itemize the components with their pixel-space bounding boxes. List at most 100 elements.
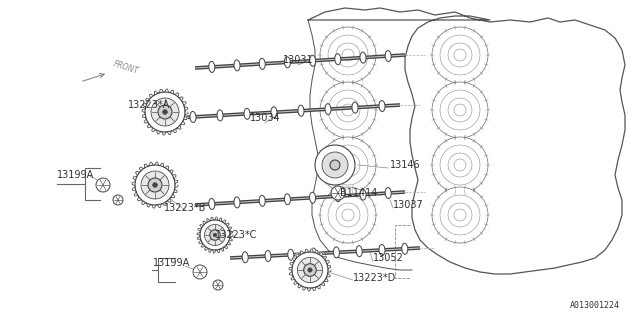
Circle shape (96, 178, 110, 192)
Ellipse shape (360, 52, 366, 63)
Circle shape (328, 195, 368, 235)
Circle shape (163, 110, 168, 115)
Circle shape (152, 183, 157, 188)
Ellipse shape (234, 197, 240, 208)
Circle shape (432, 27, 488, 83)
Text: 13034: 13034 (250, 113, 280, 123)
Circle shape (320, 82, 376, 138)
Circle shape (328, 35, 368, 75)
Text: 13037: 13037 (393, 200, 424, 210)
Ellipse shape (352, 102, 358, 113)
Circle shape (292, 252, 328, 288)
Circle shape (432, 187, 488, 243)
Ellipse shape (385, 51, 391, 61)
Circle shape (328, 90, 368, 130)
Ellipse shape (360, 189, 366, 200)
Circle shape (200, 220, 230, 250)
Text: B11414: B11414 (340, 188, 378, 198)
Ellipse shape (259, 195, 265, 206)
Circle shape (205, 225, 225, 245)
Circle shape (440, 145, 480, 185)
Circle shape (320, 137, 376, 193)
Ellipse shape (234, 60, 240, 71)
Circle shape (135, 165, 175, 205)
Text: A013001224: A013001224 (570, 301, 620, 310)
Circle shape (336, 43, 360, 67)
Circle shape (320, 187, 376, 243)
Ellipse shape (333, 247, 339, 258)
Polygon shape (132, 162, 178, 208)
Polygon shape (289, 249, 331, 291)
Circle shape (336, 203, 360, 227)
Circle shape (454, 159, 466, 171)
Text: 13223*C: 13223*C (215, 230, 257, 240)
Ellipse shape (244, 108, 250, 119)
Ellipse shape (310, 55, 316, 66)
Ellipse shape (379, 100, 385, 112)
Text: 13223*D: 13223*D (353, 273, 396, 283)
Circle shape (151, 98, 179, 126)
Circle shape (342, 104, 354, 116)
Circle shape (454, 49, 466, 61)
Ellipse shape (284, 194, 291, 205)
Circle shape (448, 203, 472, 227)
Ellipse shape (265, 251, 271, 261)
Circle shape (454, 104, 466, 116)
Text: FRONT: FRONT (112, 60, 140, 76)
Ellipse shape (356, 246, 362, 257)
Ellipse shape (190, 111, 196, 123)
Ellipse shape (217, 110, 223, 121)
Circle shape (141, 171, 169, 199)
Circle shape (342, 209, 354, 221)
Polygon shape (197, 217, 233, 253)
Circle shape (304, 264, 316, 276)
Circle shape (298, 257, 323, 283)
Text: 13199A: 13199A (57, 170, 94, 180)
Polygon shape (142, 89, 188, 135)
Ellipse shape (298, 105, 304, 116)
Circle shape (320, 27, 376, 83)
Circle shape (148, 178, 162, 192)
Text: 13031: 13031 (283, 55, 314, 65)
Ellipse shape (271, 107, 277, 118)
Ellipse shape (284, 57, 291, 68)
Ellipse shape (209, 61, 215, 72)
Ellipse shape (379, 244, 385, 255)
Circle shape (342, 49, 354, 61)
Ellipse shape (209, 198, 215, 210)
Circle shape (145, 92, 185, 132)
Ellipse shape (325, 104, 331, 115)
Ellipse shape (310, 248, 317, 259)
Circle shape (448, 153, 472, 177)
Ellipse shape (288, 249, 294, 260)
Circle shape (113, 195, 123, 205)
Circle shape (213, 233, 217, 237)
Circle shape (432, 137, 488, 193)
Ellipse shape (242, 252, 248, 263)
Circle shape (331, 186, 345, 200)
Circle shape (448, 98, 472, 122)
Circle shape (336, 153, 360, 177)
Ellipse shape (385, 188, 391, 198)
Circle shape (158, 105, 172, 119)
Ellipse shape (310, 192, 316, 203)
Text: 13052: 13052 (373, 253, 404, 263)
Circle shape (328, 145, 368, 185)
Circle shape (342, 159, 354, 171)
Ellipse shape (259, 58, 265, 69)
Text: 13146: 13146 (390, 160, 420, 170)
Circle shape (330, 160, 340, 170)
Circle shape (432, 82, 488, 138)
Text: 13199A: 13199A (153, 258, 190, 268)
Text: 13223*A: 13223*A (128, 100, 170, 110)
Circle shape (308, 268, 312, 272)
Circle shape (210, 230, 220, 240)
Circle shape (440, 90, 480, 130)
Ellipse shape (335, 54, 341, 65)
Circle shape (315, 145, 355, 185)
Ellipse shape (402, 243, 408, 254)
Circle shape (322, 152, 348, 178)
Circle shape (336, 98, 360, 122)
Circle shape (454, 209, 466, 221)
Circle shape (440, 35, 480, 75)
